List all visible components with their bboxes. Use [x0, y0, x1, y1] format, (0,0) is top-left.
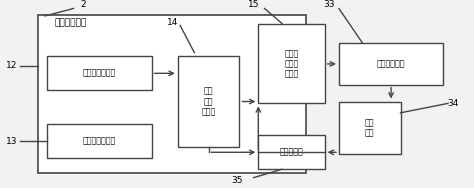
Bar — [339, 43, 443, 85]
Text: 教学资源服务器: 教学资源服务器 — [83, 136, 116, 146]
Bar — [258, 24, 325, 103]
Text: 网络监控平台: 网络监控平台 — [55, 18, 87, 27]
Text: 35: 35 — [231, 176, 243, 185]
Text: 磁盘
阵列: 磁盘 阵列 — [365, 118, 374, 138]
Text: 15: 15 — [248, 0, 259, 9]
Bar — [47, 124, 152, 158]
Text: 网络实
时录播
服务器: 网络实 时录播 服务器 — [284, 49, 299, 79]
Text: 跨网段监控模块: 跨网段监控模块 — [83, 69, 116, 78]
Text: 14: 14 — [167, 18, 179, 27]
Bar — [339, 102, 401, 154]
Text: 网络
主控
服务器: 网络 主控 服务器 — [201, 87, 216, 116]
Text: 2: 2 — [80, 0, 86, 9]
Bar — [38, 15, 306, 173]
Text: 12: 12 — [6, 61, 18, 70]
Text: 数据交换设备: 数据交换设备 — [377, 59, 405, 68]
Bar — [47, 56, 152, 90]
Bar — [258, 135, 325, 169]
Bar — [178, 56, 239, 147]
Text: 34: 34 — [447, 99, 458, 108]
Text: 资源服务器: 资源服务器 — [280, 148, 303, 157]
Text: 33: 33 — [324, 0, 335, 9]
Text: 13: 13 — [6, 136, 18, 146]
